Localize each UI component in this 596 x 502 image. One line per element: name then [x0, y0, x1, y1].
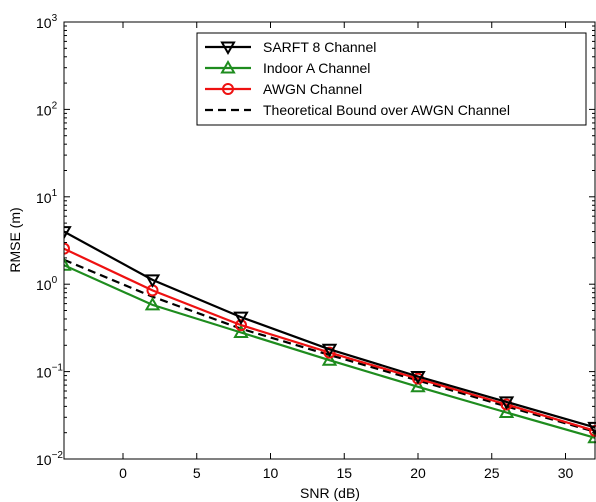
legend-marker-sarft-8-channel: [220, 41, 236, 56]
legend-marker-indoor-a-channel: [220, 59, 236, 74]
data-point-indoor-a-channel: [233, 324, 249, 339]
series-line-sarft-8-channel: [64, 230, 596, 429]
y-tick-label: 100: [36, 275, 58, 293]
legend-marker-awgn-channel: [222, 83, 234, 95]
legend-label-theoretical-bound-over-awgn-channel: Theoretical Bound over AWGN Channel: [263, 102, 510, 118]
data-point-indoor-a-channel: [64, 257, 72, 271]
data-point-indoor-a-channel: [410, 378, 426, 393]
y-tick-label: 102: [36, 100, 58, 118]
legend-box: [196, 32, 587, 126]
data-point-sarft-8-channel: [410, 370, 426, 385]
x-tick-label: 20: [410, 465, 426, 481]
legend-label-sarft-8-channel: SARFT 8 Channel: [263, 39, 376, 55]
legend: SARFT 8 Channel Indoor A Channel AWGN Chan…: [196, 32, 587, 126]
plot-frame: [63, 21, 596, 460]
y-tick-label: 10−2: [36, 450, 63, 468]
y-tick-label: 10−1: [36, 363, 63, 381]
legend-label-indoor-a-channel: Indoor A Channel: [263, 60, 370, 76]
data-point-awgn-channel: [323, 346, 336, 359]
y-axis-label: RMSE (m): [7, 207, 23, 272]
data-point-sarft-8-channel: [233, 311, 249, 326]
data-point-sarft-8-channel: [321, 343, 338, 358]
series-layer: [64, 226, 596, 444]
data-point-indoor-a-channel: [321, 352, 338, 366]
data-point-indoor-a-channel: [144, 296, 161, 311]
data-point-sarft-8-channel: [498, 396, 515, 410]
tick-labels: 0 5 10 15 20 25 30 10−2 10−1 100 101 102 103: [36, 13, 573, 481]
data-point-awgn-channel: [64, 242, 70, 255]
x-tick-label: 15: [336, 465, 352, 481]
legend-label-awgn-channel: AWGN Channel: [263, 81, 362, 97]
data-point-sarft-8-channel: [64, 226, 72, 240]
x-tick-label: 30: [558, 465, 574, 481]
series-line-indoor-a-channel: [64, 264, 596, 439]
y-tick-label: 101: [36, 188, 58, 206]
y-tick-label: 103: [36, 13, 58, 31]
x-tick-label: 0: [119, 465, 127, 481]
x-tick-label: 10: [263, 465, 279, 481]
data-point-sarft-8-channel: [144, 274, 161, 288]
series-line-awgn-channel: [64, 247, 596, 432]
data-point-indoor-a-channel: [498, 404, 515, 419]
x-tick-label: 5: [193, 465, 201, 481]
x-axis-label: SNR (dB): [300, 485, 360, 501]
data-point-awgn-channel: [235, 319, 247, 332]
x-tick-label: 25: [484, 465, 500, 481]
series-line-theoretical-bound-over-awgn-channel: [64, 258, 596, 433]
